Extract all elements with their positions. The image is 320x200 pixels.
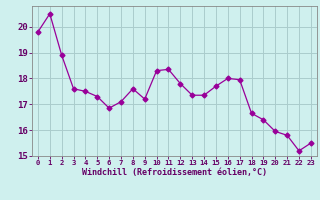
X-axis label: Windchill (Refroidissement éolien,°C): Windchill (Refroidissement éolien,°C) [82, 168, 267, 177]
